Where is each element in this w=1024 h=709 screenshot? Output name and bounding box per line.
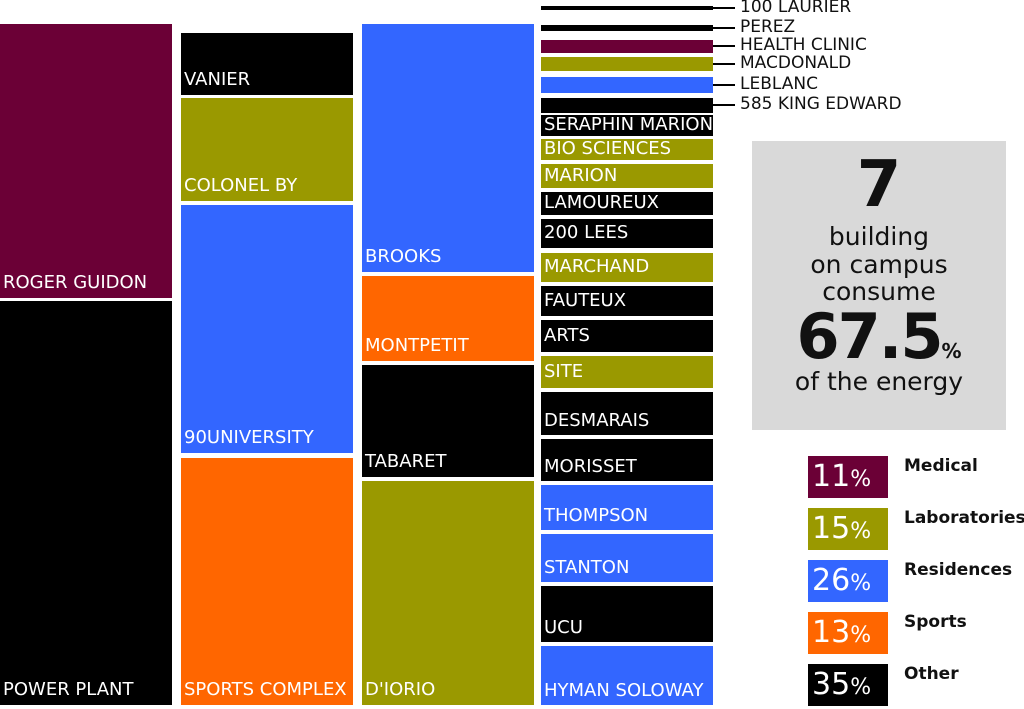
tile-label: MARION (544, 165, 618, 186)
thin-label-leblanc: LEBLANC (740, 74, 818, 94)
tile-d-iorio: D'IORIO (362, 481, 534, 705)
tile-marion: MARION (541, 164, 713, 188)
tile-label: ARTS (544, 325, 590, 346)
tile-label: 90UNIVERSITY (184, 427, 314, 448)
tile-label: HYMAN SOLOWAY (544, 680, 704, 701)
thin-label-100-laurier: 100 LAURIER (740, 0, 852, 17)
tile-label: 200 LEES (544, 222, 629, 243)
thin-label-health-clinic: HEALTH CLINIC (740, 35, 867, 55)
tile-label: SPORTS COMPLEX (184, 679, 347, 700)
callout-line-2: on campus (810, 249, 948, 279)
tile-label: TABARET (365, 451, 447, 472)
tile-montpetit: MONTPETIT (362, 276, 534, 361)
tile-label: LAMOUREUX (544, 192, 660, 213)
legend-swatch-sports: 13% (808, 612, 888, 654)
legend-label-medical: Medical (904, 456, 978, 476)
tile-label: STANTON (544, 557, 630, 578)
legend-share: 26 (812, 563, 851, 598)
tile-colonel-by: COLONEL BY (181, 98, 353, 201)
tile-label: THOMPSON (544, 505, 649, 526)
legend-swatch-laboratories: 15% (808, 508, 888, 550)
tile-brooks: BROOKS (362, 24, 534, 272)
tile-label: MONTPETIT (365, 335, 469, 356)
tile-roger-guidon: ROGER GUIDON (0, 24, 172, 298)
tile-site: SITE (541, 356, 713, 388)
leader-line (713, 7, 735, 9)
legend-label-laboratories: Laboratories (904, 508, 1024, 528)
tile-vanier: VANIER (181, 33, 353, 95)
leader-line (713, 104, 735, 106)
callout-line-4: of the energy (794, 366, 964, 396)
tile-stanton: STANTON (541, 534, 713, 582)
tile-thompson: THOMPSON (541, 485, 713, 530)
callout-count: 7 (856, 148, 902, 222)
leader-line (713, 63, 735, 65)
leader-line (713, 45, 735, 47)
leader-line (713, 27, 735, 29)
thin-label-perez: PEREZ (740, 17, 796, 37)
legend-share: 15 (812, 511, 851, 546)
tile-power-plant: POWER PLANT (0, 301, 172, 705)
tile-marchand: MARCHAND (541, 253, 713, 282)
legend-share: 35 (812, 667, 851, 702)
tile-label: SITE (544, 361, 584, 382)
leader-line (713, 84, 735, 86)
legend-swatch-residences: 26% (808, 560, 888, 602)
tile-label: BIO SCIENCES (544, 138, 672, 159)
legend-swatch-other: 35% (808, 664, 888, 706)
tile-perez (541, 25, 713, 31)
tile-label: VANIER (184, 69, 251, 90)
callout-percent: 67.5% (796, 299, 962, 373)
tile-label: FAUTEUX (544, 290, 627, 311)
tile-100-laurier (541, 6, 713, 10)
tile-lamoureux: LAMOUREUX (541, 192, 713, 215)
tile-morisset: MORISSET (541, 439, 713, 481)
tile-585-king-edward (541, 98, 713, 113)
legend-swatch-medical: 11% (808, 456, 888, 498)
tile-label: SERAPHIN MARION (544, 114, 714, 135)
summary-callout: 7 building on campus consume 67.5% of th… (752, 141, 1006, 430)
legend-label-residences: Residences (904, 560, 1013, 580)
tile-ucu: UCU (541, 586, 713, 642)
tile-label: MORISSET (544, 456, 637, 477)
tile-label: ROGER GUIDON (3, 272, 148, 293)
legend-share: 11 (812, 459, 851, 494)
tile-hyman-soloway: HYMAN SOLOWAY (541, 646, 713, 705)
tile-label: POWER PLANT (3, 679, 134, 700)
thin-label-585-king-edward: 585 KING EDWARD (740, 94, 902, 114)
tile-seraphin-marion: SERAPHIN MARION (541, 115, 713, 136)
tile-label: COLONEL BY (184, 175, 298, 196)
tile-label: D'IORIO (365, 679, 436, 700)
tile-200-lees: 200 LEES (541, 219, 713, 248)
legend-label-other: Other (904, 664, 959, 684)
tile-label: UCU (544, 617, 583, 638)
legend-label-sports: Sports (904, 612, 967, 632)
callout-line-1: building (828, 222, 930, 251)
tile-90university: 90UNIVERSITY (181, 205, 353, 453)
tile-macdonald (541, 57, 713, 71)
tile-arts: ARTS (541, 320, 713, 352)
tile-leblanc (541, 77, 713, 93)
tile-label: BROOKS (365, 246, 442, 267)
tile-sports-complex: SPORTS COMPLEX (181, 458, 353, 705)
tile-label: DESMARAIS (544, 410, 650, 431)
tile-bio-sciences: BIO SCIENCES (541, 139, 713, 160)
tile-fauteux: FAUTEUX (541, 286, 713, 316)
tile-label: MARCHAND (544, 256, 650, 277)
tile-health-clinic (541, 40, 713, 53)
callout-line-3: consume (822, 277, 936, 306)
legend-share: 13 (812, 615, 851, 650)
thin-label-macdonald: MACDONALD (740, 53, 852, 73)
tile-tabaret: TABARET (362, 365, 534, 477)
tile-desmarais: DESMARAIS (541, 392, 713, 435)
